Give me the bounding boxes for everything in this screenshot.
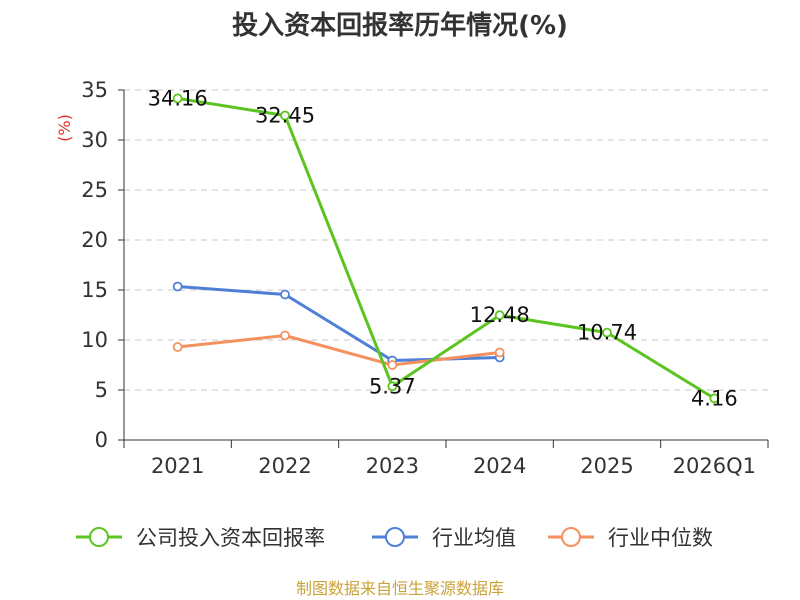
y-axis-label: (%) — [55, 114, 74, 142]
y-axis-ticks: 0 5 10 15 20 25 30 35 — [81, 78, 125, 452]
data-point — [172, 93, 183, 104]
x-tick-label: 2024 — [473, 454, 526, 478]
data-point — [602, 327, 612, 338]
x-tick-label: 2026Q1 — [673, 454, 756, 478]
y-tick-label: 20 — [81, 228, 108, 252]
data-point — [280, 289, 290, 300]
data-label: 5.37 — [369, 374, 416, 398]
x-axis: 2021 2022 2023 2024 2025 2026Q1 — [123, 439, 769, 478]
data-label: 10.74 — [577, 321, 637, 345]
data-point — [280, 330, 290, 341]
series-line — [177, 334, 500, 367]
series-lines — [172, 93, 720, 404]
data-label: 12.48 — [470, 303, 530, 327]
x-tick-label: 2025 — [580, 454, 633, 478]
data-label: 34.16 — [148, 86, 208, 110]
legend: 公司投入资本回报率 行业均值 行业中位数 — [76, 526, 713, 550]
data-label: 4.16 — [691, 386, 738, 410]
y-tick-label: 30 — [81, 128, 108, 152]
data-label: 32.45 — [255, 104, 315, 128]
y-tick-label: 10 — [81, 328, 108, 352]
data-point — [494, 347, 505, 358]
y-tick-label: 0 — [95, 428, 108, 452]
y-tick-label: 25 — [81, 178, 108, 202]
data-point — [709, 393, 720, 404]
x-tick-label: 2021 — [151, 454, 204, 478]
series-line — [177, 96, 716, 400]
x-tick-label: 2022 — [258, 454, 311, 478]
y-tick-label: 15 — [81, 278, 108, 302]
y-tick-label: 35 — [81, 78, 108, 102]
legend-swatch-marker — [561, 527, 581, 547]
data-point — [280, 110, 290, 121]
legend-label: 行业均值 — [432, 526, 516, 550]
data-point — [494, 310, 505, 321]
chart-title: 投入资本回报率历年情况(%) — [232, 10, 568, 41]
x-tick-label: 2023 — [366, 454, 419, 478]
legend-swatch-marker — [385, 527, 405, 547]
legend-swatch-marker — [89, 527, 109, 547]
data-point — [387, 360, 398, 370]
data-point — [172, 342, 183, 352]
data-labels: 34.16 32.45 5.37 12.48 10.74 4.16 — [148, 86, 738, 410]
source-note: 制图数据来自恒生聚源数据库 — [296, 579, 504, 598]
data-point — [172, 281, 183, 292]
data-point — [387, 381, 398, 392]
gridlines — [124, 89, 768, 391]
legend-label: 行业中位数 — [608, 526, 713, 550]
y-tick-label: 5 — [95, 378, 108, 402]
legend-label: 公司投入资本回报率 — [136, 526, 325, 550]
